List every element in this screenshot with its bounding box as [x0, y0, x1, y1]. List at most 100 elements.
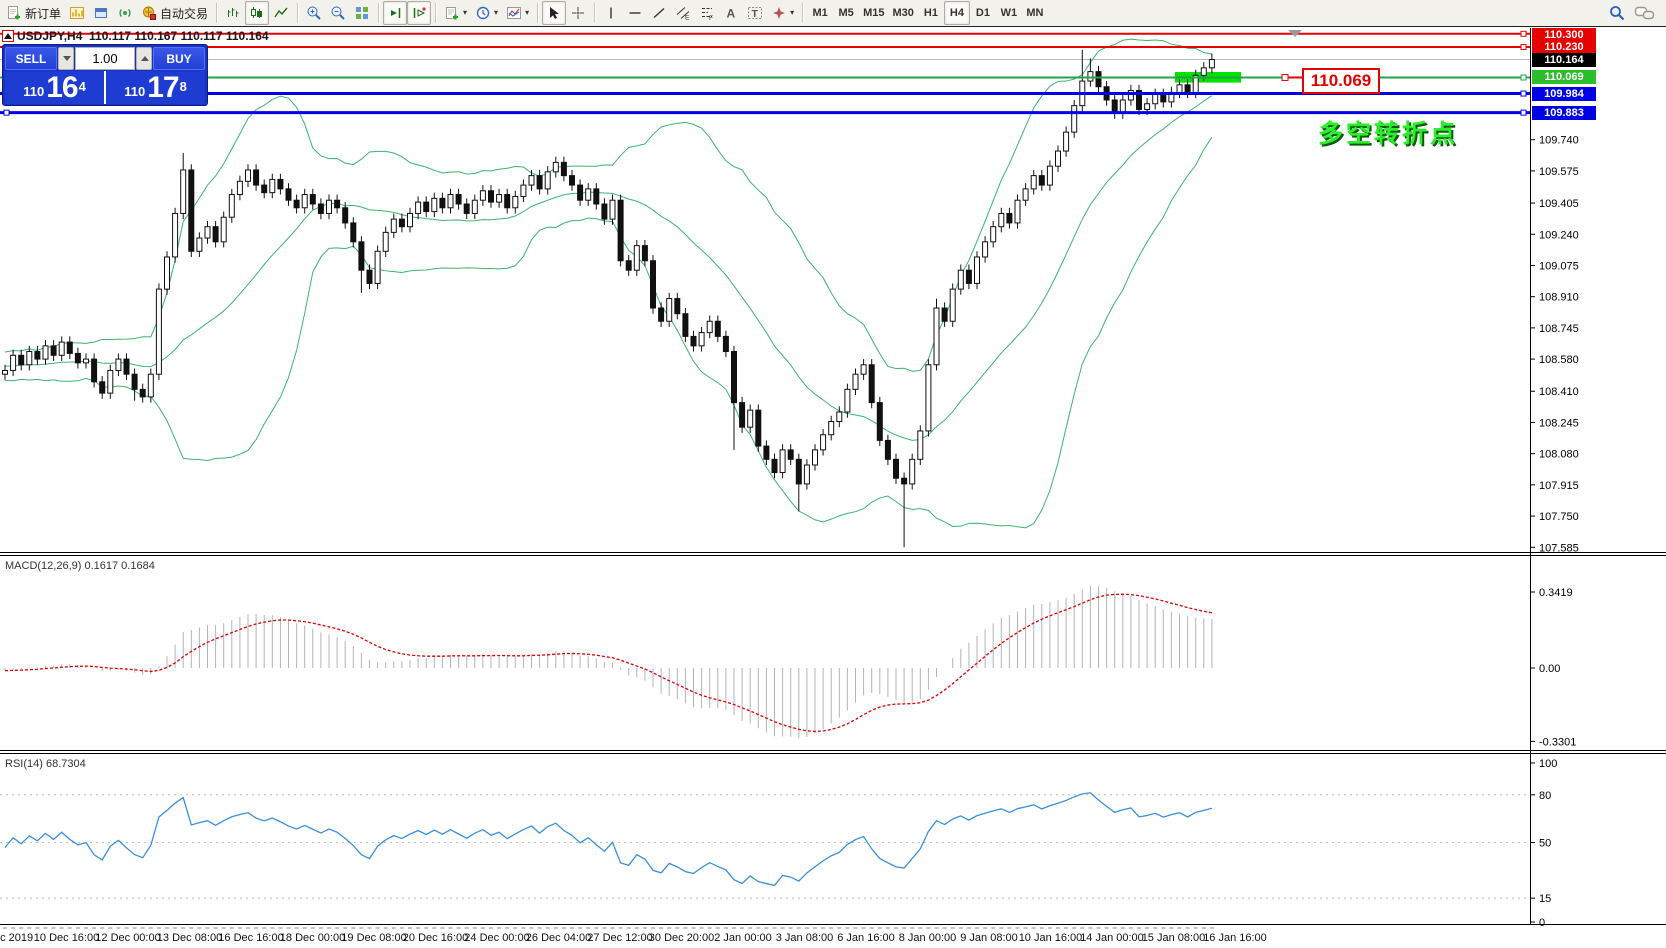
market-watch-button[interactable] — [113, 1, 137, 25]
chart-canvas[interactable]: 109.740 109.575 109.405 109.240 109.075 108.9… — [0, 28, 1666, 948]
candle-body — [682, 313, 689, 337]
chevron-down-icon: ▾ — [525, 8, 530, 17]
candle-body — [1063, 131, 1070, 152]
templates-button[interactable]: ▾ — [440, 1, 471, 25]
buy-button[interactable]: BUY — [153, 47, 205, 70]
text-button[interactable]: A — [719, 1, 743, 25]
triangle-up-icon — [141, 56, 149, 61]
horizontal-line-button[interactable] — [623, 1, 647, 25]
bollinger-upper-band — [4, 38, 1212, 372]
candle-body — [536, 175, 543, 190]
search-button[interactable] — [1604, 1, 1630, 25]
chart-shift-button[interactable] — [407, 1, 432, 25]
candle-body — [795, 458, 802, 485]
candle-body — [164, 256, 170, 290]
new-chart-button[interactable] — [65, 1, 89, 25]
candle-body — [293, 199, 300, 209]
periods-button[interactable]: ▾ — [471, 1, 502, 25]
new-chart-icon — [70, 7, 85, 19]
tile-windows-button[interactable] — [350, 1, 374, 25]
line-handle[interactable] — [1520, 90, 1527, 97]
volume-decrease-button[interactable] — [58, 47, 74, 70]
auto-scroll-button[interactable] — [383, 1, 408, 25]
candle-body — [609, 199, 616, 220]
rsi-line — [4, 792, 1213, 887]
toolbar-separator — [802, 3, 804, 23]
candle-body — [779, 449, 786, 474]
timeframe-group: M1 M5 M15 M30 H1 H4 D1 W1 MN — [807, 1, 1048, 25]
candle-body — [828, 421, 835, 436]
timeframe-button-w1[interactable]: W1 — [1000, 7, 1018, 19]
candle-body — [787, 449, 794, 460]
line-chart-button[interactable] — [269, 1, 293, 25]
timeframe-button-mn[interactable]: MN — [1026, 7, 1044, 19]
buy-price-button[interactable]: 110 17 8 — [106, 71, 205, 104]
cursor-button[interactable] — [542, 1, 567, 25]
candlestick-chart-button[interactable] — [245, 1, 270, 25]
svg-text:E: E — [685, 15, 690, 22]
timeframe-button-h1[interactable]: H1 — [923, 7, 938, 19]
profiles-button[interactable] — [89, 1, 113, 25]
candle-body — [334, 199, 341, 209]
timeframe-button-d1[interactable]: D1 — [975, 7, 990, 19]
candle-body — [342, 207, 349, 224]
text-label-button[interactable]: T — [743, 1, 767, 25]
one-click-toggle-icon[interactable] — [2, 30, 14, 42]
candle-body — [884, 439, 891, 460]
time-axis-label: 15 Jan 08:00 — [1141, 932, 1206, 944]
zoom-out-button[interactable] — [326, 1, 350, 25]
candle-body — [358, 241, 365, 271]
axis-tick-label: -0.3301 — [1539, 736, 1576, 748]
auto-trading-button[interactable]: 自动交易 — [137, 1, 212, 25]
timeframe-button-m5[interactable]: M5 — [838, 7, 854, 19]
crosshair-button[interactable] — [566, 1, 590, 25]
chart-shift-icon — [413, 7, 426, 18]
axis-tick-label: 109.740 — [1539, 135, 1579, 147]
equidistant-channel-button[interactable]: E — [671, 1, 695, 25]
candle-body — [115, 358, 122, 371]
price-callout-label[interactable]: 110.069 — [1302, 68, 1380, 94]
line-handle[interactable] — [1520, 74, 1527, 81]
volume-increase-button[interactable] — [136, 47, 152, 70]
candle-body — [309, 194, 316, 205]
chart-area[interactable]: 109.740 109.575 109.405 109.240 109.075 108.9… — [0, 28, 1666, 948]
new-order-button[interactable]: 新订单 — [2, 1, 65, 25]
candle-body — [204, 226, 211, 239]
indicators-button[interactable]: ▾ — [502, 1, 533, 25]
volume-input[interactable] — [75, 47, 135, 70]
candle-body — [625, 260, 632, 271]
time-axis-label: 10 Dec 16:00 — [33, 932, 100, 944]
sell-price-button[interactable]: 110 16 4 — [5, 71, 104, 104]
vertical-line-button[interactable] — [599, 1, 623, 25]
candle-body — [601, 203, 608, 220]
clock-icon — [476, 6, 490, 20]
line-handle[interactable] — [1520, 30, 1527, 37]
timeframe-button-m1[interactable]: M1 — [812, 7, 828, 19]
line-handle[interactable] — [3, 109, 10, 116]
trendline-button[interactable] — [647, 1, 671, 25]
line-handle[interactable] — [1520, 109, 1527, 116]
zoom-in-button[interactable] — [302, 1, 326, 25]
price-badge: 109.984 — [1532, 86, 1596, 101]
axis-tick-label: 108.745 — [1539, 323, 1579, 335]
candle-body — [755, 409, 762, 447]
market-watch-icon — [119, 9, 131, 17]
arrows-button[interactable]: ▾ — [767, 1, 798, 25]
sell-button[interactable]: SELL — [5, 47, 57, 70]
bar-chart-button[interactable] — [221, 1, 245, 25]
chat-button[interactable] — [1630, 1, 1660, 25]
fibonacci-button[interactable]: F — [695, 1, 719, 25]
toolbar-separator — [297, 3, 299, 23]
time-axis-label: 27 Dec 12:00 — [587, 932, 653, 944]
timeframe-button-h4[interactable]: H4 — [943, 1, 970, 25]
candle-body — [1006, 212, 1013, 224]
chart-shift-marker[interactable] — [1288, 30, 1302, 37]
turning-point-note[interactable]: 多空转折点 — [1318, 120, 1459, 148]
timeframe-button-m15[interactable]: M15 — [863, 7, 885, 19]
line-handle[interactable] — [1520, 44, 1527, 51]
toolbar-separator — [537, 3, 539, 23]
timeframe-button-m30[interactable]: M30 — [892, 7, 914, 19]
candle-body — [852, 373, 859, 390]
candle-body — [463, 203, 470, 214]
